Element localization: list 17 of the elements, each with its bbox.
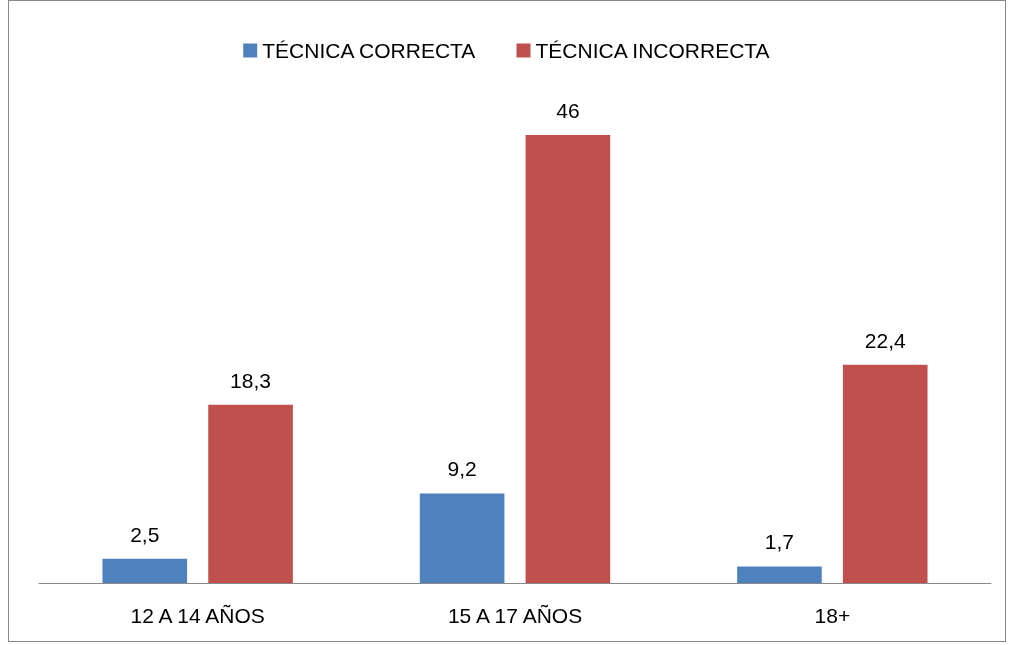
bar xyxy=(419,493,505,583)
data-label: 22,4 xyxy=(864,328,906,352)
data-label: 2,5 xyxy=(130,522,160,546)
x-tick-label: 18+ xyxy=(814,604,851,627)
bar xyxy=(102,558,188,583)
bar xyxy=(525,134,611,583)
legend-label: TÉCNICA CORRECTA xyxy=(262,39,476,62)
legend-label: TÉCNICA INCORRECTA xyxy=(535,39,770,62)
x-tick-label: 15 A 17 AÑOS xyxy=(447,604,583,627)
x-tick-label: 12 A 14 AÑOS xyxy=(130,604,265,627)
data-label: 1,7 xyxy=(764,530,795,554)
bar xyxy=(208,404,293,583)
data-label: 46 xyxy=(556,98,580,122)
data-label: 9,2 xyxy=(447,457,477,481)
data-label: 18,3 xyxy=(230,368,271,392)
bar xyxy=(842,364,928,583)
bar xyxy=(737,566,822,583)
